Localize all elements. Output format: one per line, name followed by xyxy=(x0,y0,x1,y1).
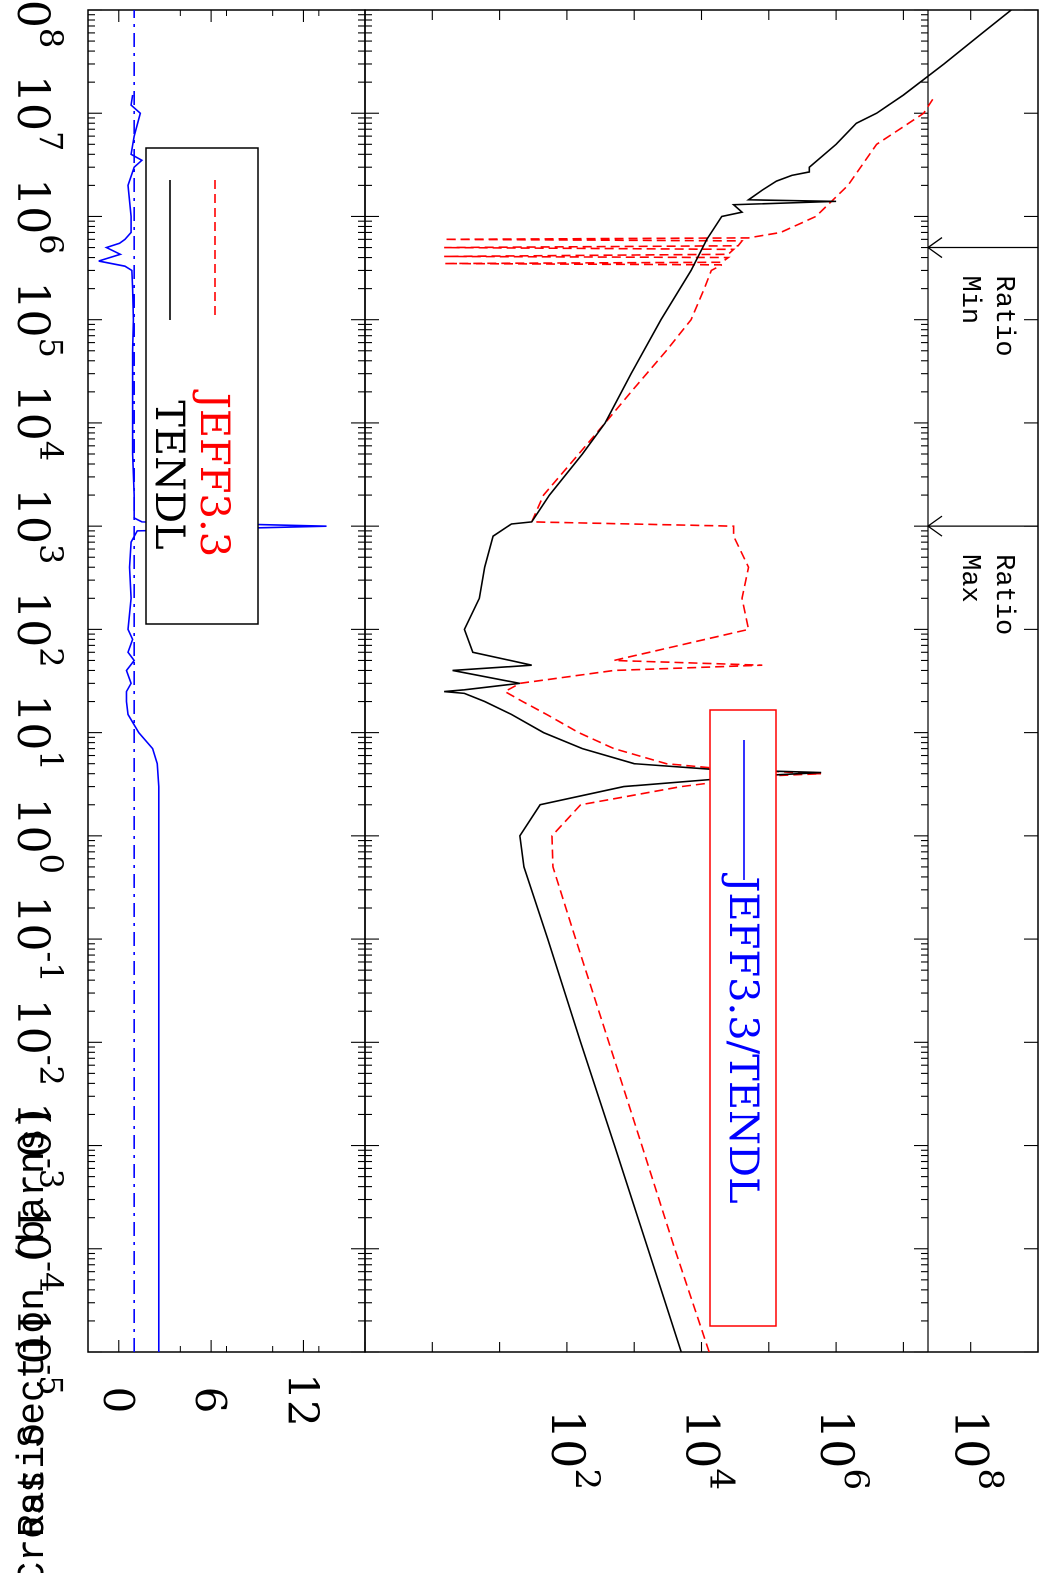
x-tick-label: 10-4 xyxy=(7,1205,70,1292)
x-tick-label: 10-1 xyxy=(7,895,70,982)
ratio-y-tick-label: 6 xyxy=(186,1387,235,1414)
legend-label: JEFF3.3 xyxy=(191,389,237,557)
x-tick-label: 108 xyxy=(7,0,70,48)
ratio-y-tick-label: 0 xyxy=(94,1387,143,1414)
y-tick-label: 106 xyxy=(810,1410,876,1490)
marker-arrow xyxy=(926,515,943,537)
cross-section-y-tick-labels: 102 104 106 108 xyxy=(364,10,1039,1490)
marker-label: Ratio xyxy=(988,276,1018,357)
cross-section-panel xyxy=(364,9,1039,1353)
marker-arrow xyxy=(926,237,943,259)
ratio-legend: JEFF3.3/TENDL xyxy=(709,709,777,1327)
ratio-y-tick-label: 12 xyxy=(278,1373,327,1426)
x-tick-label: 105 xyxy=(7,282,70,358)
x-tick-label: 102 xyxy=(7,591,70,667)
rotated-plot-group: 10-5 10-4 10-3 10-2 10-1 100 101 102 103 104 105 10… xyxy=(7,0,1039,1573)
x-tick-label: 104 xyxy=(7,385,70,461)
marker-label: Ratio xyxy=(988,554,1018,635)
y-tick-label: 102 xyxy=(541,1410,607,1490)
min-ratio-marker: Min Ratio xyxy=(926,237,1038,357)
legend-label: TENDL xyxy=(146,400,192,550)
legend-box xyxy=(145,147,259,625)
legends: TENDL JEFF3.3 JEFF3.3/TENDL xyxy=(145,147,777,1327)
x-tick-label: 10-2 xyxy=(7,999,70,1086)
cross-section-y-axis-label: Cross Section (barns) xyxy=(12,1106,55,1573)
cross-section-legend: TENDL JEFF3.3 xyxy=(145,147,259,625)
x-tick-label: 103 xyxy=(7,488,70,564)
y-tick-label: 104 xyxy=(676,1410,742,1490)
legend-box xyxy=(709,709,777,1327)
x-tick-label: 106 xyxy=(7,178,70,254)
x-tick-label: 10-5 xyxy=(7,1308,70,1395)
legend-label: JEFF3.3/TENDL xyxy=(720,872,766,1203)
jeff33-series-line xyxy=(444,94,937,1352)
max-ratio-marker: Max Ratio xyxy=(926,515,1038,635)
ratio-y-axis-label: Ratio xyxy=(12,1423,55,1537)
ratio-y-tick-labels: 0 6 12 xyxy=(87,10,366,1427)
x-tick-label: 10-3 xyxy=(7,1102,70,1189)
x-tick-label: 107 xyxy=(7,75,70,151)
x-axis-tick-labels: 10-5 10-4 10-3 10-2 10-1 100 101 102 103 104 105 10… xyxy=(7,0,1038,1396)
y-tick-label: 108 xyxy=(945,1410,1011,1490)
marker-label: Min xyxy=(954,276,984,325)
x-tick-label: 101 xyxy=(7,694,70,770)
cross-section-frame xyxy=(364,9,1039,1353)
x-tick-label: 100 xyxy=(7,798,70,874)
marker-label: Max xyxy=(954,554,984,603)
